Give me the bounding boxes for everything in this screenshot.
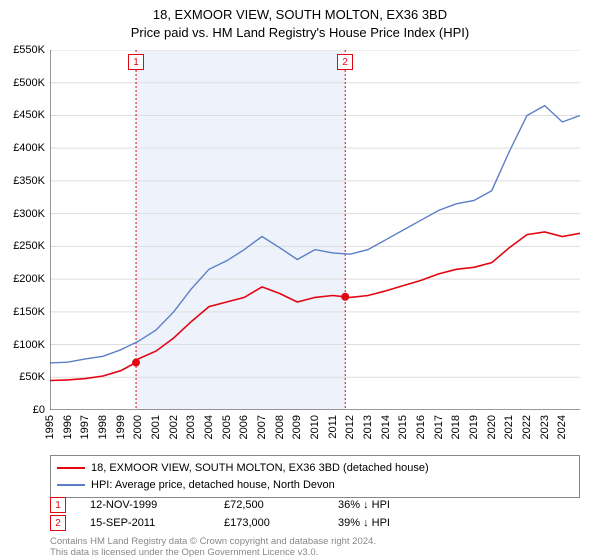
y-tick-label: £50K [5, 371, 45, 383]
x-tick-label: 2004 [203, 415, 215, 439]
event-marker: 2 [337, 54, 353, 70]
title-line2: Price paid vs. HM Land Registry's House … [0, 24, 600, 42]
x-tick-label: 2022 [521, 415, 533, 439]
x-tick-label: 2016 [415, 415, 427, 439]
footer-line1: Contains HM Land Registry data © Crown c… [50, 536, 376, 547]
x-tick-label: 2017 [433, 415, 445, 439]
sale-delta: 36% ↓ HPI [338, 499, 390, 511]
x-tick-label: 2011 [327, 415, 339, 439]
x-tick-label: 2005 [221, 415, 233, 439]
x-tick-label: 1998 [97, 415, 109, 439]
title-line1: 18, EXMOOR VIEW, SOUTH MOLTON, EX36 3BD [0, 6, 600, 24]
sale-price: £173,000 [224, 517, 314, 529]
x-tick-label: 2020 [486, 415, 498, 439]
legend-swatch [57, 484, 85, 486]
sale-marker: 1 [50, 497, 66, 513]
x-tick-label: 2007 [256, 415, 268, 439]
x-tick-label: 1995 [44, 415, 56, 439]
sale-marker: 2 [50, 515, 66, 531]
chart: £0£50K£100K£150K£200K£250K£300K£350K£400… [50, 50, 580, 410]
x-tick-label: 2001 [150, 415, 162, 439]
y-tick-label: £100K [5, 339, 45, 351]
y-tick-label: £350K [5, 175, 45, 187]
y-tick-label: £200K [5, 273, 45, 285]
y-tick-label: £400K [5, 142, 45, 154]
event-marker: 1 [128, 54, 144, 70]
sale-date: 15-SEP-2011 [90, 517, 200, 529]
sales-table: 1 12-NOV-1999 £72,500 36% ↓ HPI 2 15-SEP-2011… [50, 496, 390, 532]
x-tick-label: 2009 [291, 415, 303, 439]
sale-date: 12-NOV-1999 [90, 499, 200, 511]
x-tick-label: 2019 [468, 415, 480, 439]
y-tick-label: £500K [5, 77, 45, 89]
chart-svg [50, 50, 580, 410]
x-tick-label: 2023 [539, 415, 551, 439]
x-tick-label: 2000 [132, 415, 144, 439]
y-tick-label: £550K [5, 44, 45, 56]
legend-swatch [57, 467, 85, 469]
y-tick-label: £450K [5, 109, 45, 121]
legend: 18, EXMOOR VIEW, SOUTH MOLTON, EX36 3BD … [50, 455, 580, 498]
footer-line2: This data is licensed under the Open Gov… [50, 547, 376, 558]
x-tick-label: 2002 [168, 415, 180, 439]
x-tick-label: 2024 [556, 415, 568, 439]
sale-row: 2 15-SEP-2011 £173,000 39% ↓ HPI [50, 514, 390, 532]
x-tick-label: 2021 [503, 415, 515, 439]
x-tick-label: 2014 [380, 415, 392, 439]
x-tick-label: 2003 [185, 415, 197, 439]
x-tick-label: 1996 [62, 415, 74, 439]
x-tick-label: 2006 [238, 415, 250, 439]
x-tick-label: 2018 [450, 415, 462, 439]
x-tick-label: 2013 [362, 415, 374, 439]
sale-delta: 39% ↓ HPI [338, 517, 390, 529]
x-tick-label: 2015 [397, 415, 409, 439]
x-tick-label: 1999 [115, 415, 127, 439]
x-tick-label: 2008 [274, 415, 286, 439]
x-tick-label: 2010 [309, 415, 321, 439]
legend-item: HPI: Average price, detached house, Nort… [57, 477, 573, 494]
legend-label: 18, EXMOOR VIEW, SOUTH MOLTON, EX36 3BD … [91, 460, 429, 477]
sale-price: £72,500 [224, 499, 314, 511]
y-tick-label: £0 [5, 404, 45, 416]
y-tick-label: £250K [5, 240, 45, 252]
sale-row: 1 12-NOV-1999 £72,500 36% ↓ HPI [50, 496, 390, 514]
x-tick-label: 2012 [344, 415, 356, 439]
chart-title: 18, EXMOOR VIEW, SOUTH MOLTON, EX36 3BD … [0, 0, 600, 42]
legend-label: HPI: Average price, detached house, Nort… [91, 477, 335, 494]
x-tick-label: 1997 [79, 415, 91, 439]
legend-item: 18, EXMOOR VIEW, SOUTH MOLTON, EX36 3BD … [57, 460, 573, 477]
y-tick-label: £300K [5, 208, 45, 220]
y-tick-label: £150K [5, 306, 45, 318]
footer: Contains HM Land Registry data © Crown c… [50, 536, 376, 559]
